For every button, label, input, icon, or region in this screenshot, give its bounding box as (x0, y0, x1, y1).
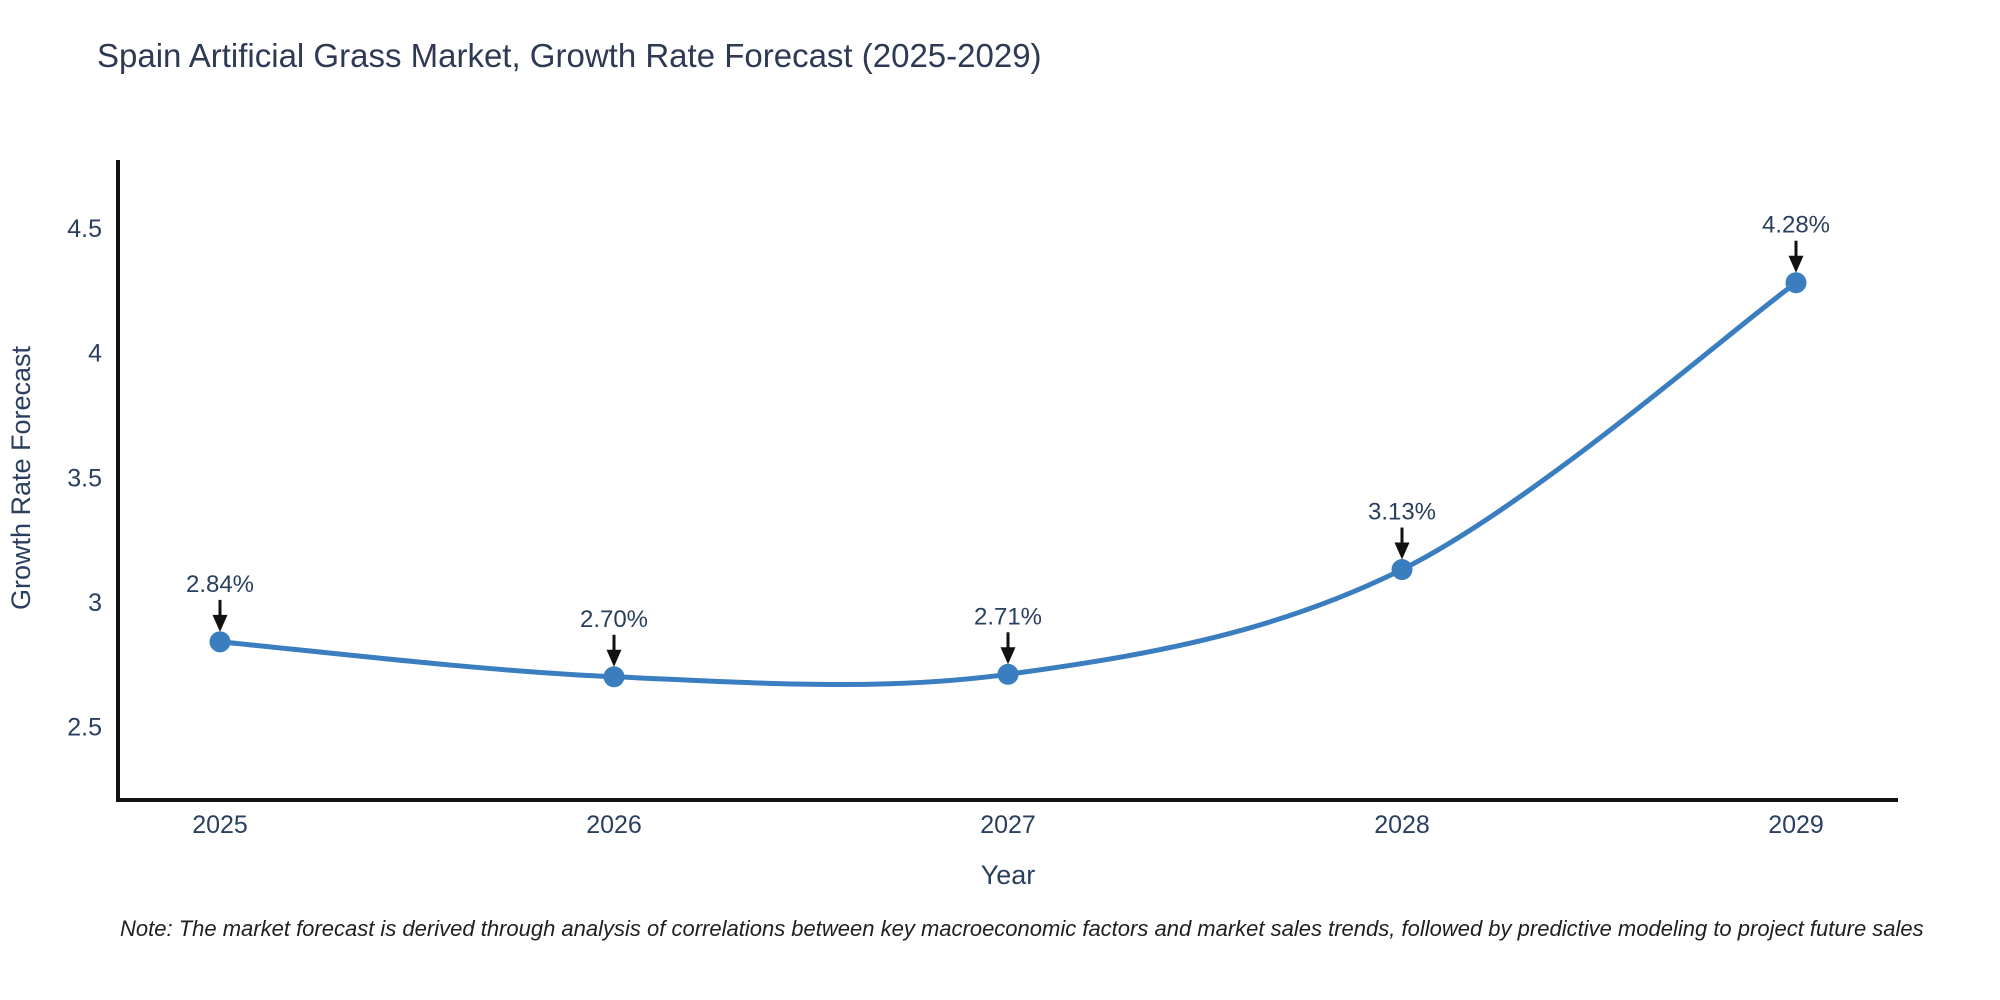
x-axis-title: Year (981, 860, 1036, 890)
axis-lines (116, 160, 1898, 802)
annotation-arrow-head (606, 649, 622, 667)
data-point-marker (209, 631, 231, 653)
data-point-label: 4.28% (1762, 212, 1830, 239)
x-tick-label: 2026 (586, 811, 642, 839)
annotation-arrow-head (1394, 542, 1410, 560)
data-point-marker (997, 663, 1019, 685)
y-tick-label: 3 (88, 589, 102, 617)
y-tick-label: 4.5 (67, 215, 102, 243)
forecast-line (217, 280, 1799, 687)
footnote: Note: The market forecast is derived thr… (120, 916, 1924, 941)
data-point-label: 2.84% (186, 571, 254, 598)
y-tick-label: 4 (88, 340, 102, 368)
plot-area: 2.5 3 3.5 4 4.5 2025 2026 2027 2028 2029 2.84% 2.70… (67, 160, 1898, 839)
data-point-label: 2.70% (580, 606, 648, 633)
y-tick-label: 2.5 (67, 714, 102, 742)
y-tick-label: 3.5 (67, 464, 102, 492)
annotation-arrow-head (1788, 255, 1804, 273)
data-point-label: 3.13% (1368, 499, 1436, 526)
data-point-marker (603, 666, 625, 688)
x-tick-label: 2028 (1374, 811, 1430, 839)
y-axis-title: Growth Rate Forecast (6, 345, 36, 610)
x-tick-label: 2029 (1768, 811, 1824, 839)
chart-title: Spain Artificial Grass Market, Growth Ra… (97, 37, 1042, 74)
annotation-arrow-head (1000, 647, 1016, 665)
data-point-label: 2.71% (974, 603, 1042, 630)
annotation-arrow-head (212, 614, 228, 632)
x-tick-label: 2027 (980, 811, 1036, 839)
data-point-marker (1391, 559, 1413, 581)
data-point-marker (1785, 272, 1807, 294)
x-tick-label: 2025 (192, 811, 248, 839)
